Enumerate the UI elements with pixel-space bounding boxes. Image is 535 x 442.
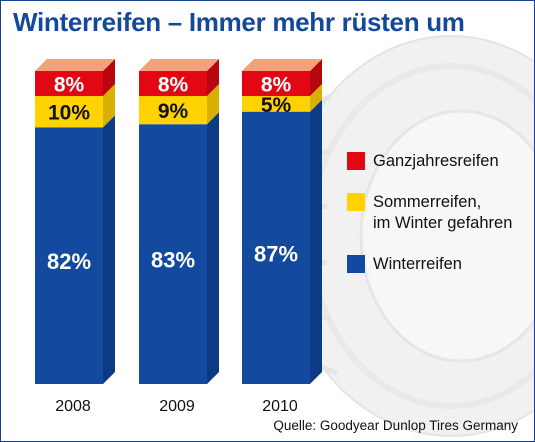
legend-label-sommerreifen: Sommerreifen, im Winter gefahren <box>373 193 513 232</box>
x-tick-label-2009: 2009 <box>159 398 195 415</box>
bar-side-winterreifen-2008 <box>103 115 115 384</box>
value-label-sommerreifen-2010: 5% <box>261 94 292 117</box>
bar-top-2009 <box>139 59 219 71</box>
legend-item-sommerreifen: Sommerreifen, im Winter gefahren <box>347 192 527 234</box>
bar-side-sommerreifen-2009 <box>207 84 219 125</box>
value-label-winterreifen-2008: 82% <box>47 249 91 274</box>
legend-item-ganzjahresreifen: Ganzjahresreifen <box>347 151 527 172</box>
tire-background <box>280 35 534 437</box>
value-label-ganzjahresreifen-2010: 8% <box>261 74 292 97</box>
bar-side-ganzjahresreifen-2009 <box>207 59 219 97</box>
value-label-winterreifen-2009: 83% <box>151 247 195 272</box>
bar-sommerreifen-2010 <box>242 96 310 112</box>
value-label-sommerreifen-2009: 9% <box>158 100 189 123</box>
bar-side-ganzjahresreifen-2010 <box>310 59 322 97</box>
legend-swatch-winterreifen <box>347 255 365 273</box>
chart-title: Winterreifen – Immer mehr rüsten um <box>13 7 465 37</box>
value-label-sommerreifen-2008: 10% <box>48 102 90 125</box>
x-tick-label-2010: 2010 <box>262 398 298 415</box>
bar-winterreifen-2008 <box>35 127 103 384</box>
value-label-winterreifen-2010: 87% <box>254 241 298 266</box>
bar-ganzjahresreifen-2008 <box>35 71 103 97</box>
value-label-ganzjahresreifen-2008: 8% <box>54 74 85 97</box>
bar-side-sommerreifen-2010 <box>310 84 322 112</box>
legend-label-winterreifen: Winterreifen <box>373 255 462 273</box>
value-labels-group: 82%10%8%83%9%8%87%5%8% <box>47 74 298 274</box>
bar-ganzjahresreifen-2009 <box>139 71 207 97</box>
bar-winterreifen-2009 <box>139 124 207 385</box>
bar-top-2008 <box>35 59 115 71</box>
x-tick-label-2008: 2008 <box>55 398 91 415</box>
value-label-ganzjahresreifen-2009: 8% <box>158 74 189 97</box>
source-note: Quelle: Goodyear Dunlop Tires Germany <box>273 418 518 433</box>
bar-side-winterreifen-2009 <box>207 112 219 385</box>
legend-swatch-sommerreifen <box>347 193 365 211</box>
legend-item-winterreifen: Winterreifen <box>347 254 527 275</box>
bar-sommerreifen-2008 <box>35 96 103 128</box>
bar-side-ganzjahresreifen-2008 <box>103 59 115 97</box>
legend: Ganzjahresreifen Sommerreifen, im Winter… <box>347 151 527 295</box>
bar-ganzjahresreifen-2010 <box>242 71 310 97</box>
bar-side-sommerreifen-2008 <box>103 84 115 128</box>
legend-label-ganzjahresreifen: Ganzjahresreifen <box>373 152 499 170</box>
x-tick-labels-group: 2008 2009 2010 <box>55 398 298 415</box>
bar-sommerreifen-2009 <box>139 96 207 125</box>
bar-top-2010 <box>242 59 322 71</box>
bar-side-winterreifen-2010 <box>310 99 322 384</box>
legend-swatch-ganzjahresreifen <box>347 152 365 170</box>
bars-group <box>35 59 322 385</box>
bar-winterreifen-2010 <box>242 111 310 384</box>
